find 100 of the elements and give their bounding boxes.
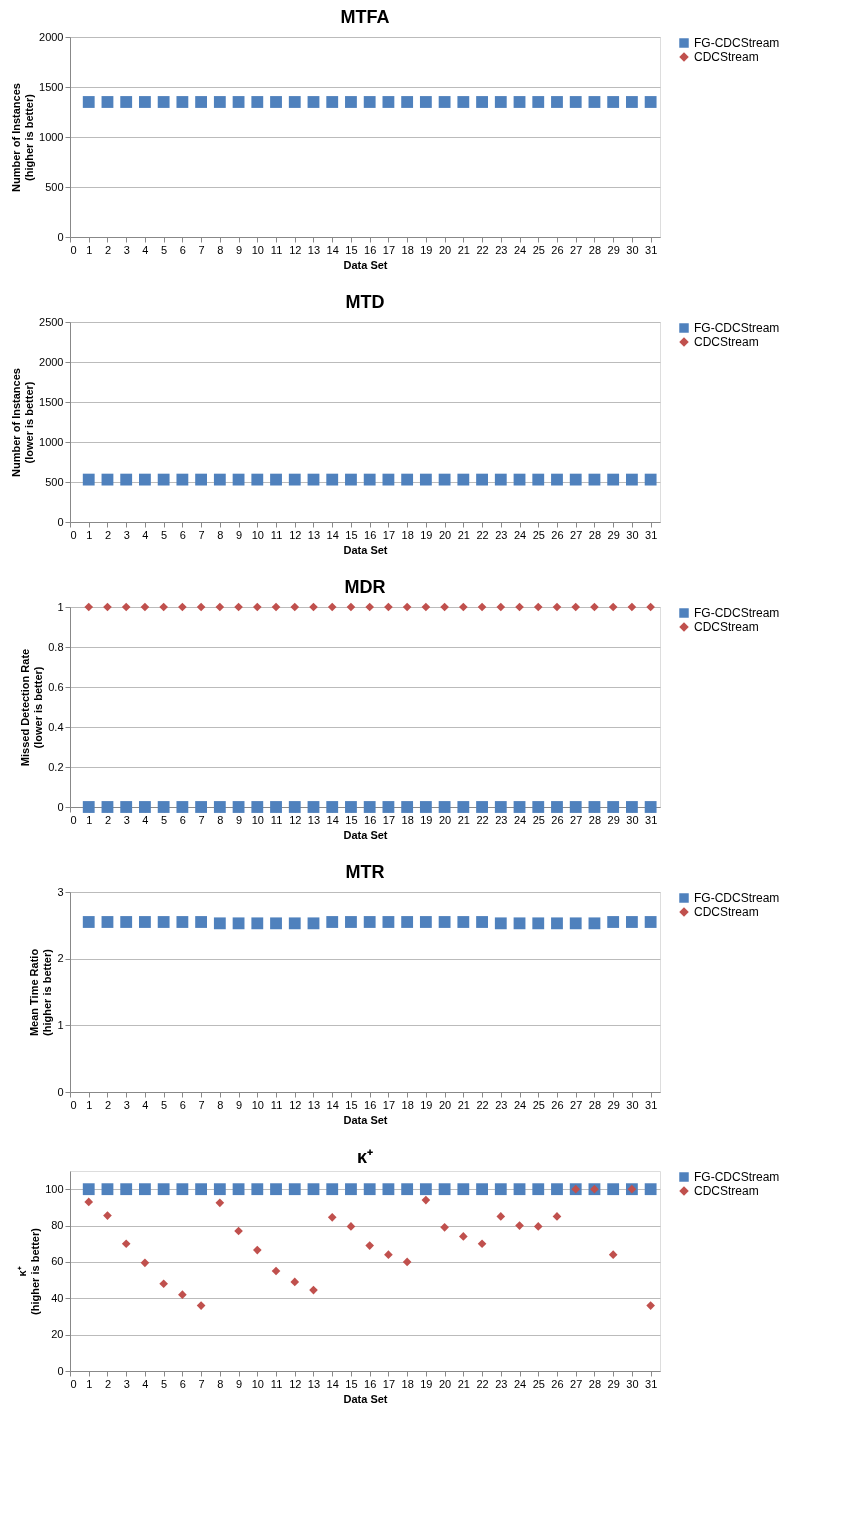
x-tick-label: 5 xyxy=(161,1098,168,1111)
x-tick-label: 4 xyxy=(142,528,149,541)
x-tick-label: 16 xyxy=(364,528,377,541)
legend-label: FG-CDCStream xyxy=(694,606,780,620)
x-tick-label: 31 xyxy=(645,528,658,541)
point xyxy=(326,1183,339,1196)
legend-label: CDCStream xyxy=(694,1184,759,1198)
x-tick-label: 18 xyxy=(401,1377,414,1390)
x-tick-label: 1 xyxy=(86,813,93,826)
x-tick-label: 8 xyxy=(217,813,224,826)
point xyxy=(384,1250,393,1259)
x-tick-label: 13 xyxy=(307,813,321,826)
point xyxy=(421,1195,431,1205)
x-tick-label: 14 xyxy=(326,1377,339,1390)
x-tick-label: 25 xyxy=(532,528,545,541)
x-tick-label: 30 xyxy=(626,528,639,541)
y-tick-label: 2000 xyxy=(39,30,64,43)
x-tick-label: 18 xyxy=(401,528,414,541)
point xyxy=(476,1183,488,1196)
y-tick-label: 0.8 xyxy=(48,640,64,653)
y-tick-label: 40 xyxy=(51,1291,64,1304)
x-tick-label: 28 xyxy=(588,813,602,826)
x-tick-label: 26 xyxy=(551,528,564,541)
x-tick-label: 23 xyxy=(495,1377,508,1390)
x-tick-label: 2 xyxy=(104,1377,112,1390)
x-tick-label: 25 xyxy=(532,1098,545,1111)
x-tick-label: 7 xyxy=(198,528,205,541)
x-tick-label: 23 xyxy=(495,528,508,541)
x-tick-label: 23 xyxy=(495,1098,508,1111)
x-tick-label: 10 xyxy=(251,1098,264,1111)
point xyxy=(646,1301,655,1310)
point xyxy=(551,1183,563,1196)
x-tick-label: 7 xyxy=(198,243,205,256)
x-tick-label: 30 xyxy=(626,1098,639,1111)
x-tick-label: 30 xyxy=(626,243,639,256)
point xyxy=(494,1183,507,1196)
x-tick-label: 15 xyxy=(345,528,358,541)
x-tick-label: 17 xyxy=(382,1377,396,1390)
x-tick-label: 25 xyxy=(532,1377,545,1390)
point xyxy=(644,1183,657,1196)
point xyxy=(140,1258,150,1268)
x-tick-label: 17 xyxy=(382,243,396,256)
x-tick-label: 1 xyxy=(86,1377,93,1390)
chart-title: MTFA xyxy=(340,7,390,27)
legend-label: CDCStream xyxy=(694,335,759,349)
y-tick-label: 2500 xyxy=(39,315,64,328)
x-tick-label: 31 xyxy=(645,243,658,256)
y-tick-label: 3 xyxy=(57,885,64,898)
point xyxy=(215,1198,225,1208)
point xyxy=(533,1222,543,1231)
x-tick-label: 12 xyxy=(289,243,302,256)
x-tick-label: 19 xyxy=(420,1098,433,1111)
legend-label: FG-CDCStream xyxy=(694,321,780,335)
legend-label: FG-CDCStream xyxy=(694,36,780,50)
x-tick-label: 2 xyxy=(104,243,112,256)
point xyxy=(120,1183,133,1196)
point xyxy=(440,1223,449,1232)
point xyxy=(288,1183,301,1196)
x-tick-label: 22 xyxy=(476,1098,489,1111)
x-tick-label: 21 xyxy=(457,813,470,826)
x-tick-label: 8 xyxy=(217,1377,224,1390)
point xyxy=(270,1183,282,1196)
x-tick-label: 31 xyxy=(645,1377,658,1390)
x-tick-label: 23 xyxy=(495,243,508,256)
x-tick-label: 8 xyxy=(217,528,224,541)
point xyxy=(532,1183,545,1196)
point xyxy=(607,1183,620,1196)
x-tick-label: 6 xyxy=(179,1098,186,1111)
x-tick-label: 8 xyxy=(217,1098,224,1111)
x-tick-label: 26 xyxy=(551,1098,564,1111)
x-tick-label: 22 xyxy=(476,243,489,256)
point xyxy=(438,1183,451,1196)
point xyxy=(459,1232,468,1241)
x-tick-label: 15 xyxy=(345,813,358,826)
point xyxy=(176,1183,189,1196)
x-tick-label: 13 xyxy=(307,1377,321,1390)
x-tick-label: 21 xyxy=(457,1377,470,1390)
x-tick-label: 11 xyxy=(270,1098,283,1111)
x-tick-label: 27 xyxy=(570,243,583,256)
x-axis-title: Data Set xyxy=(343,1113,388,1126)
x-tick-label: 26 xyxy=(551,243,564,256)
point xyxy=(496,1212,506,1221)
x-tick-label: 0 xyxy=(70,813,77,826)
x-tick-label: 17 xyxy=(382,813,396,826)
x-tick-label: 21 xyxy=(457,528,470,541)
x-tick-label: 12 xyxy=(289,1098,302,1111)
x-tick-label: 7 xyxy=(198,1098,205,1111)
x-tick-label: 22 xyxy=(476,1377,489,1390)
x-tick-label: 20 xyxy=(438,528,452,541)
y-tick-label: 0 xyxy=(57,800,64,813)
point xyxy=(159,1279,168,1289)
x-tick-label: 5 xyxy=(161,1377,168,1390)
x-tick-label: 4 xyxy=(142,243,149,256)
x-tick-label: 5 xyxy=(161,813,168,826)
x-tick-label: 9 xyxy=(236,813,243,826)
x-tick-label: 13 xyxy=(307,528,321,541)
x-tick-label: 4 xyxy=(142,1098,149,1111)
legend-label: CDCStream xyxy=(694,905,759,919)
y-tick-label: 80 xyxy=(51,1219,64,1232)
x-tick-label: 8 xyxy=(217,243,224,256)
